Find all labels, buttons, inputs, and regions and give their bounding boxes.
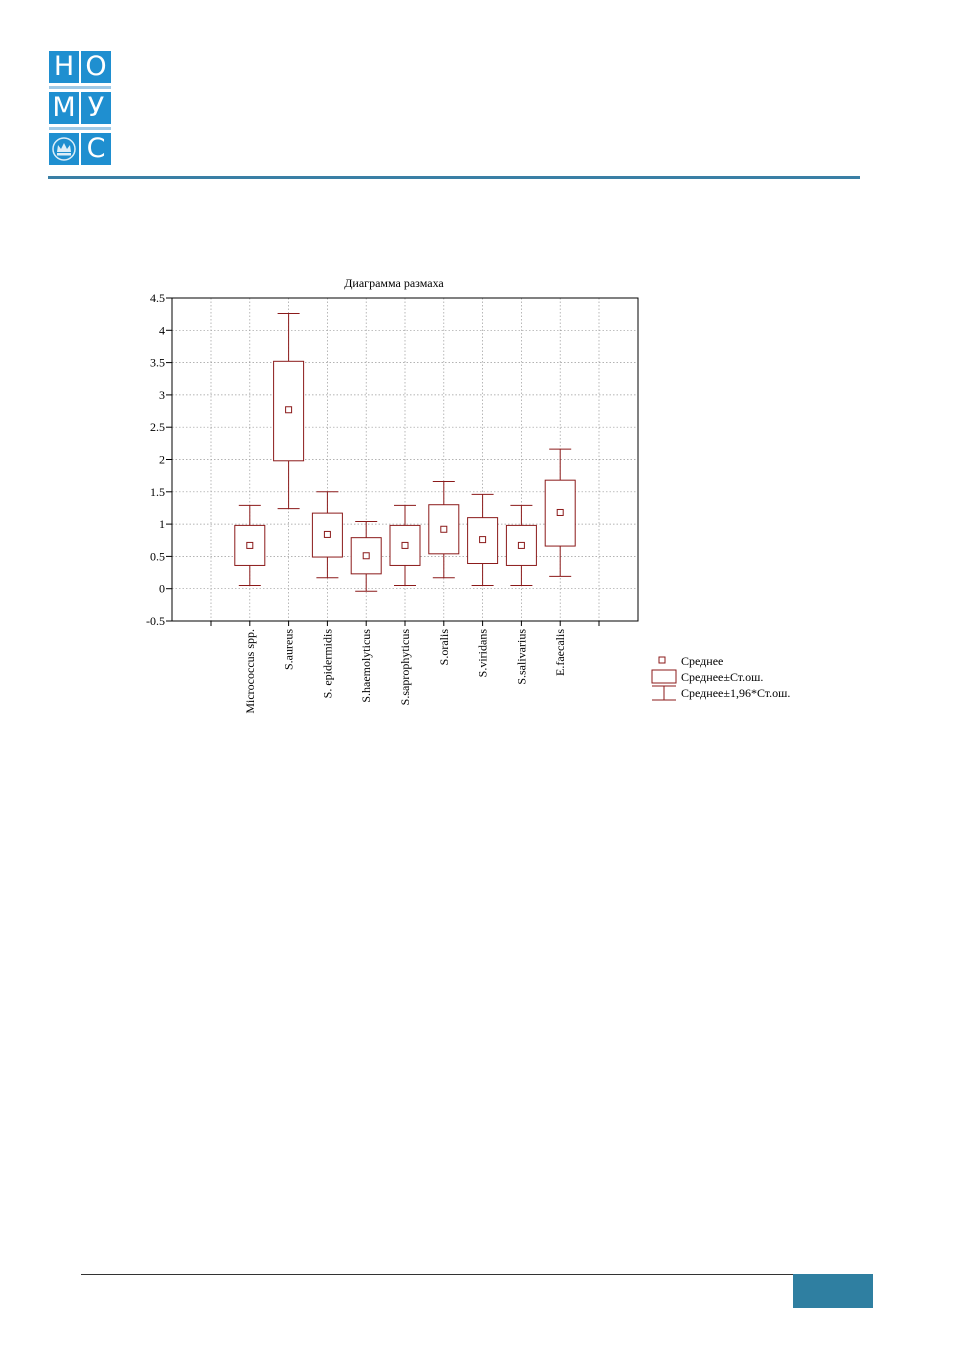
- nomus-logo: Н О М У С: [49, 51, 111, 165]
- x-category-label: S.aureus: [282, 629, 296, 670]
- y-tick-label: 4: [159, 323, 165, 337]
- footer-page-box: [793, 1274, 873, 1308]
- x-category-label: S. epidermidis: [320, 629, 334, 699]
- x-category-label: S.salivarius: [514, 629, 528, 685]
- legend-mean-label: Среднее: [681, 654, 723, 668]
- box-group: [467, 493, 499, 586]
- box-group: [544, 448, 576, 577]
- x-category-label: S.haemolyticus: [359, 629, 373, 703]
- mean-marker: [246, 541, 254, 549]
- box-group: [505, 504, 537, 586]
- box-group: [389, 504, 421, 586]
- header-rule: [48, 176, 860, 179]
- y-tick-label: -0.5: [146, 614, 165, 628]
- y-tick-label: 4.5: [150, 291, 165, 305]
- chart-title: Диаграмма размаха: [344, 276, 444, 290]
- logo-letter-o: О: [81, 51, 111, 83]
- y-tick-label: 0: [159, 582, 165, 596]
- x-axis-labels: Micrococcus spp. S.aureus S. epidermidis S.…: [243, 629, 567, 714]
- x-category-label: S.oralis: [437, 629, 451, 666]
- logo-letter-u: У: [81, 92, 111, 124]
- legend-se-label: Среднее±Ст.ош.: [681, 670, 763, 684]
- y-axis-ticks: 4.5 4 3.5 3 2.5 2 1.5 1 0.5 0 -0.5: [146, 291, 172, 628]
- mean-marker: [556, 508, 564, 516]
- box-group: [350, 521, 382, 592]
- legend-mean-marker: [658, 656, 666, 664]
- mean-marker: [401, 541, 409, 549]
- legend: Среднее Среднее±Ст.ош. Среднее±1,96*Ст.о…: [651, 654, 790, 701]
- logo-separator-2: [49, 127, 111, 130]
- y-tick-label: 1: [159, 517, 165, 531]
- y-tick-label: 2.5: [150, 420, 165, 434]
- footer-rule: [81, 1274, 793, 1275]
- plot-frame: [171, 297, 639, 622]
- boxes-layer: [234, 313, 576, 592]
- legend-ci-label: Среднее±1,96*Ст.ош.: [681, 686, 790, 700]
- y-tick-label: 2: [159, 453, 165, 467]
- mean-marker: [440, 525, 448, 533]
- box-group: [234, 504, 266, 586]
- y-tick-label: 3: [159, 388, 165, 402]
- box-plot-chart: Диаграмма размаха 4.5 4 3.5 3 2.5 2 1.5 1 0.5 0 -0…: [146, 276, 790, 714]
- logo-letter-s: С: [81, 133, 111, 165]
- box-group: [428, 480, 460, 579]
- grid-layer: [172, 298, 638, 626]
- y-tick-label: 1.5: [150, 485, 165, 499]
- x-category-label: Micrococcus spp.: [243, 629, 257, 714]
- box-group: [273, 313, 305, 510]
- crown-emblem-icon: [49, 133, 79, 165]
- legend-se-box: [651, 669, 677, 684]
- logo-row-3: С: [49, 133, 111, 165]
- logo-row-2: М У: [49, 92, 111, 124]
- box-group: [311, 491, 343, 579]
- logo-row-1: Н О: [49, 51, 111, 83]
- y-tick-label: 3.5: [150, 356, 165, 370]
- mean-marker: [323, 530, 331, 538]
- y-tick-label: 0.5: [150, 549, 165, 563]
- mean-marker: [362, 552, 370, 560]
- mean-marker: [479, 536, 487, 544]
- x-category-label: S.saprophyticus: [398, 629, 412, 706]
- logo-letter-n: Н: [49, 51, 79, 83]
- mean-marker: [517, 541, 525, 549]
- x-category-label: E.faecalis: [553, 629, 567, 676]
- mean-marker: [285, 406, 293, 414]
- logo-letter-m: М: [49, 92, 79, 124]
- x-category-label: S.viridans: [476, 629, 490, 678]
- logo-separator-1: [49, 86, 111, 89]
